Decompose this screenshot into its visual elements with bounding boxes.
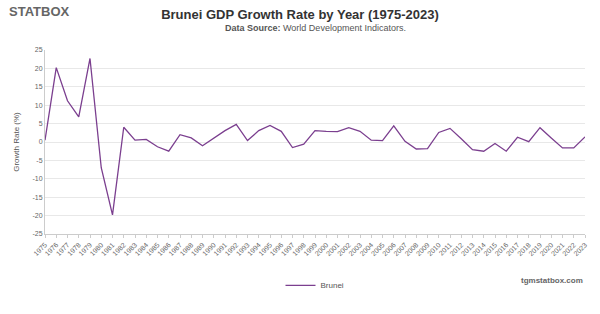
svg-text:2018: 2018 [516, 241, 532, 257]
svg-text:2005: 2005 [370, 241, 386, 257]
svg-text:-15: -15 [32, 194, 42, 201]
svg-text:1999: 1999 [302, 241, 318, 257]
svg-text:1989: 1989 [190, 241, 206, 257]
svg-text:2020: 2020 [538, 241, 554, 257]
svg-text:20: 20 [35, 65, 43, 72]
svg-text:2010: 2010 [426, 241, 442, 257]
svg-text:1987: 1987 [167, 241, 183, 257]
svg-text:2006: 2006 [381, 241, 397, 257]
svg-text:2001: 2001 [325, 241, 341, 257]
svg-text:2015: 2015 [482, 241, 498, 257]
svg-text:2009: 2009 [415, 241, 431, 257]
svg-text:1998: 1998 [291, 241, 307, 257]
svg-text:10: 10 [35, 102, 43, 109]
svg-text:25: 25 [35, 46, 43, 53]
svg-text:1975: 1975 [32, 241, 48, 257]
svg-text:-25: -25 [32, 230, 42, 237]
svg-text:5: 5 [39, 120, 43, 127]
svg-text:2000: 2000 [313, 241, 329, 257]
svg-text:1986: 1986 [156, 241, 172, 257]
svg-text:2008: 2008 [403, 241, 419, 257]
svg-text:1996: 1996 [268, 241, 284, 257]
svg-text:1984: 1984 [133, 241, 149, 257]
svg-text:2019: 2019 [527, 241, 543, 257]
svg-text:1997: 1997 [280, 241, 296, 257]
svg-text:2002: 2002 [336, 241, 352, 257]
svg-text:2023: 2023 [572, 241, 588, 257]
svg-text:1994: 1994 [246, 241, 262, 257]
svg-text:STATBOX: STATBOX [9, 4, 70, 19]
svg-text:1992: 1992 [223, 241, 239, 257]
svg-text:2003: 2003 [347, 241, 363, 257]
svg-text:Brunei: Brunei [321, 281, 344, 290]
svg-text:2016: 2016 [493, 241, 509, 257]
svg-text:2022: 2022 [561, 241, 577, 257]
svg-text:15: 15 [35, 83, 43, 90]
svg-text:1978: 1978 [66, 241, 82, 257]
svg-text:2021: 2021 [550, 241, 566, 257]
svg-text:1981: 1981 [100, 241, 116, 257]
svg-text:2013: 2013 [460, 241, 476, 257]
svg-text:1991: 1991 [212, 241, 228, 257]
svg-text:1982: 1982 [111, 241, 127, 257]
svg-text:Data Source: World Development: Data Source: World Development Indicator… [225, 23, 406, 33]
svg-text:-10: -10 [32, 175, 42, 182]
svg-text:1990: 1990 [201, 241, 217, 257]
svg-text:-20: -20 [32, 212, 42, 219]
svg-text:2011: 2011 [438, 241, 454, 257]
svg-text:1976: 1976 [43, 241, 59, 257]
svg-text:2017: 2017 [505, 241, 521, 257]
svg-text:Growth Rate (%): Growth Rate (%) [12, 112, 21, 172]
svg-text:1995: 1995 [257, 241, 273, 257]
svg-text:2004: 2004 [358, 241, 374, 257]
svg-text:0: 0 [39, 138, 43, 145]
svg-text:1980: 1980 [88, 241, 104, 257]
svg-text:1979: 1979 [77, 241, 93, 257]
svg-text:1985: 1985 [145, 241, 161, 257]
svg-text:1983: 1983 [122, 241, 138, 257]
svg-text:1977: 1977 [55, 241, 71, 257]
svg-text:-5: -5 [36, 157, 42, 164]
svg-text:Brunei GDP Growth Rate by Year: Brunei GDP Growth Rate by Year (1975-202… [161, 7, 439, 22]
svg-text:2014: 2014 [471, 241, 487, 257]
svg-text:tgmstatbox.com: tgmstatbox.com [521, 276, 583, 285]
svg-text:2007: 2007 [392, 241, 408, 257]
svg-text:1993: 1993 [235, 241, 251, 257]
svg-text:2012: 2012 [448, 241, 464, 257]
svg-text:1988: 1988 [178, 241, 194, 257]
